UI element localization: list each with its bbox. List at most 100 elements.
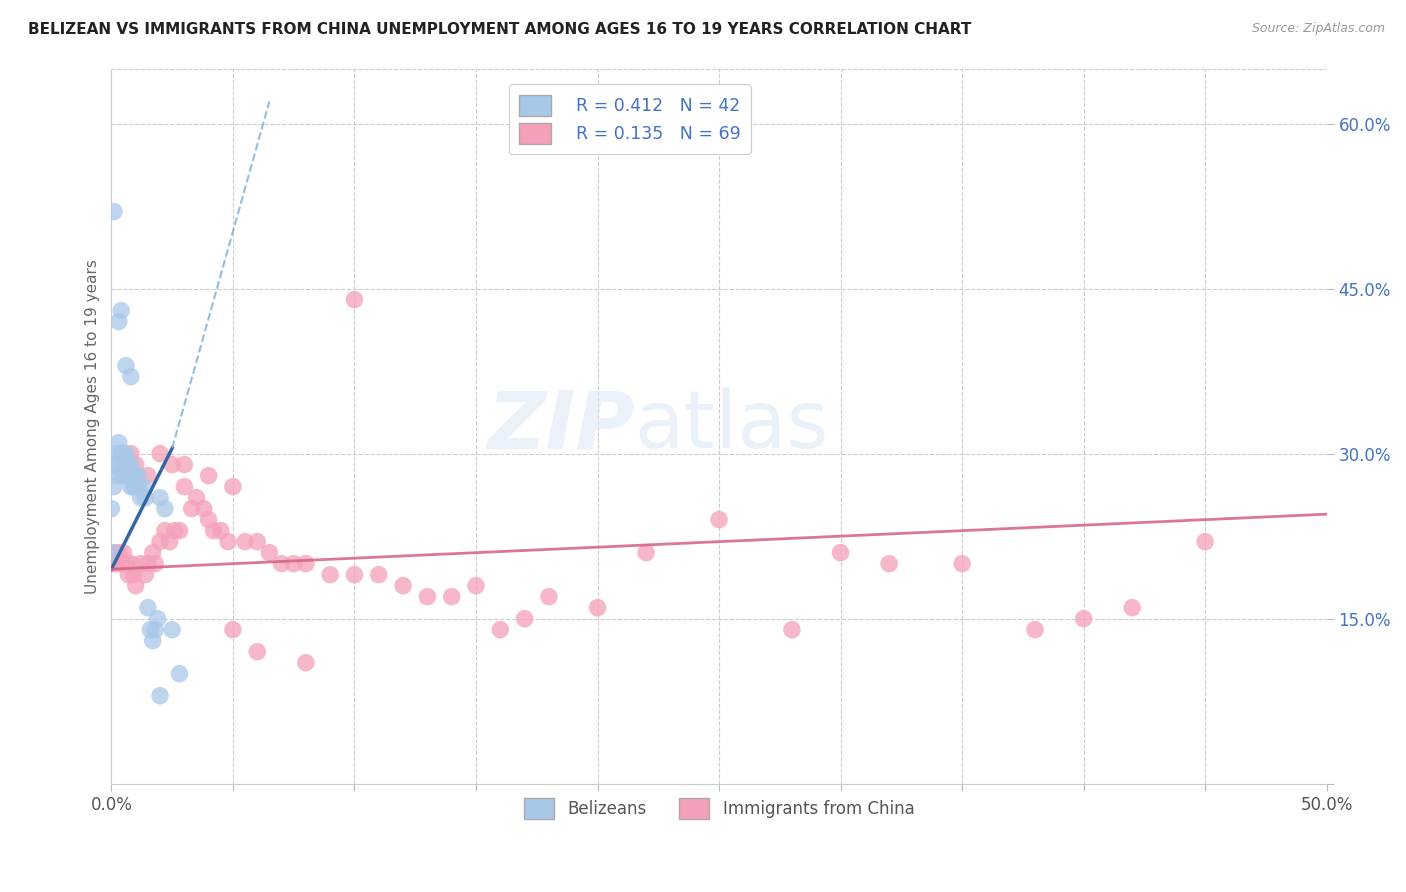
Point [120, 369, 142, 384]
Point [112, 546, 135, 560]
Point [153, 501, 176, 516]
Point [120, 458, 142, 472]
Point [193, 501, 215, 516]
Point [120, 557, 142, 571]
Point [636, 546, 658, 560]
Point [197, 513, 219, 527]
Point [343, 567, 366, 582]
Point [222, 480, 245, 494]
Text: atlas: atlas [634, 387, 828, 465]
Point [103, 458, 125, 472]
Point [143, 623, 166, 637]
Point [197, 468, 219, 483]
Point [125, 480, 148, 494]
Point [112, 447, 135, 461]
Point [146, 612, 169, 626]
Point [115, 447, 138, 461]
Point [537, 590, 560, 604]
Point [112, 468, 135, 483]
Point [209, 524, 232, 538]
Point [115, 557, 138, 571]
Point [1121, 600, 1143, 615]
Point [259, 546, 281, 560]
Point [180, 501, 202, 516]
Point [110, 303, 132, 318]
Y-axis label: Unemployment Among Ages 16 to 19 years: Unemployment Among Ages 16 to 19 years [86, 259, 100, 593]
Point [246, 645, 269, 659]
Point [125, 579, 148, 593]
Point [1073, 612, 1095, 626]
Point [707, 513, 730, 527]
Point [120, 447, 142, 461]
Point [1194, 534, 1216, 549]
Point [586, 600, 609, 615]
Point [129, 557, 152, 571]
Point [295, 656, 318, 670]
Point [159, 534, 181, 549]
Point [169, 524, 191, 538]
Point [107, 435, 129, 450]
Point [122, 468, 145, 483]
Point [186, 491, 208, 505]
Legend: Belizeans, Immigrants from China: Belizeans, Immigrants from China [517, 792, 921, 825]
Point [132, 480, 155, 494]
Point [270, 557, 292, 571]
Point [120, 480, 142, 494]
Point [233, 534, 256, 549]
Point [149, 447, 172, 461]
Point [202, 524, 225, 538]
Point [122, 480, 145, 494]
Point [100, 557, 122, 571]
Point [136, 600, 159, 615]
Point [136, 468, 159, 483]
Point [246, 534, 269, 549]
Point [283, 557, 305, 571]
Point [127, 468, 149, 483]
Point [149, 689, 172, 703]
Point [173, 458, 195, 472]
Point [160, 458, 183, 472]
Point [105, 468, 128, 483]
Point [153, 524, 176, 538]
Point [100, 501, 122, 516]
Point [440, 590, 463, 604]
Point [392, 579, 415, 593]
Point [142, 633, 165, 648]
Text: ZIP: ZIP [486, 387, 634, 465]
Point [129, 491, 152, 505]
Point [139, 623, 162, 637]
Point [877, 557, 900, 571]
Point [100, 546, 122, 560]
Point [173, 480, 195, 494]
Point [163, 524, 186, 538]
Point [950, 557, 973, 571]
Point [134, 567, 156, 582]
Point [136, 557, 159, 571]
Point [513, 612, 536, 626]
Point [125, 468, 148, 483]
Point [112, 468, 135, 483]
Point [319, 567, 342, 582]
Point [295, 557, 318, 571]
Text: BELIZEAN VS IMMIGRANTS FROM CHINA UNEMPLOYMENT AMONG AGES 16 TO 19 YEARS CORRELA: BELIZEAN VS IMMIGRANTS FROM CHINA UNEMPL… [28, 22, 972, 37]
Point [367, 567, 389, 582]
Text: Source: ZipAtlas.com: Source: ZipAtlas.com [1251, 22, 1385, 36]
Point [830, 546, 852, 560]
Point [343, 293, 366, 307]
Point [103, 204, 125, 219]
Point [103, 546, 125, 560]
Point [115, 359, 138, 373]
Point [103, 480, 125, 494]
Point [105, 557, 128, 571]
Point [1024, 623, 1046, 637]
Point [217, 534, 239, 549]
Point [110, 447, 132, 461]
Point [107, 458, 129, 472]
Point [107, 315, 129, 329]
Point [105, 447, 128, 461]
Point [117, 567, 139, 582]
Point [160, 623, 183, 637]
Point [143, 557, 166, 571]
Point [142, 546, 165, 560]
Point [169, 666, 191, 681]
